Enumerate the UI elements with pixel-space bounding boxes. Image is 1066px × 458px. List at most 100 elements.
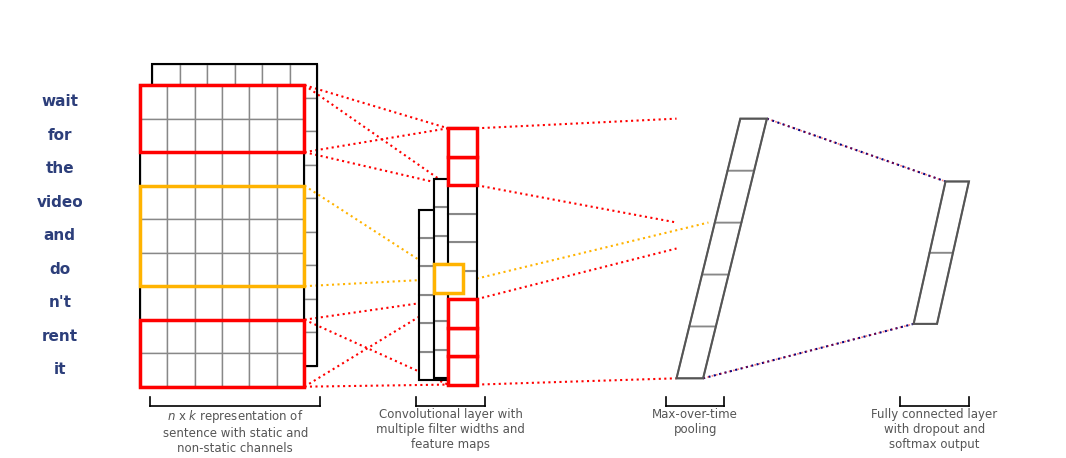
Bar xyxy=(434,207,463,236)
Bar xyxy=(194,353,222,387)
Bar xyxy=(448,128,477,157)
Bar xyxy=(419,267,448,295)
Bar xyxy=(249,85,277,119)
Bar xyxy=(448,356,477,385)
Bar xyxy=(448,128,477,157)
Bar xyxy=(194,219,222,253)
Bar xyxy=(448,299,477,327)
Bar xyxy=(249,219,277,253)
Bar xyxy=(152,98,180,131)
Bar xyxy=(249,320,277,353)
Bar xyxy=(434,179,463,378)
Bar xyxy=(222,119,249,152)
Bar xyxy=(249,152,277,185)
Bar xyxy=(167,219,194,253)
Bar xyxy=(140,320,167,353)
Bar xyxy=(152,232,180,265)
Bar xyxy=(249,253,277,286)
Bar xyxy=(277,320,305,353)
Bar xyxy=(419,209,448,238)
Text: Max-over-time
pooling: Max-over-time pooling xyxy=(652,408,738,436)
Bar xyxy=(180,64,207,98)
Bar xyxy=(207,165,235,198)
Bar xyxy=(434,236,463,264)
Bar xyxy=(419,323,448,352)
Bar xyxy=(194,85,222,119)
Bar xyxy=(222,253,249,286)
Bar xyxy=(448,157,477,185)
Text: Fully connected layer
with dropout and
softmax output: Fully connected layer with dropout and s… xyxy=(871,408,998,451)
Bar xyxy=(152,265,180,299)
Bar xyxy=(262,299,290,332)
Bar xyxy=(290,165,318,198)
Bar xyxy=(262,131,290,165)
Bar xyxy=(277,152,305,185)
Bar xyxy=(290,265,318,299)
Bar xyxy=(152,64,180,98)
Bar xyxy=(167,320,194,353)
Bar xyxy=(262,64,290,98)
Bar xyxy=(140,85,305,387)
Bar xyxy=(235,265,262,299)
Text: it: it xyxy=(53,362,66,377)
Bar xyxy=(194,152,222,185)
Bar xyxy=(277,219,305,253)
Bar xyxy=(152,165,180,198)
Bar xyxy=(152,198,180,232)
Bar xyxy=(180,299,207,332)
Bar xyxy=(222,152,249,185)
Bar xyxy=(277,119,305,152)
Bar xyxy=(235,299,262,332)
Bar xyxy=(194,320,222,353)
Bar xyxy=(152,332,180,366)
Bar xyxy=(290,131,318,165)
Text: video: video xyxy=(36,195,83,210)
Bar xyxy=(194,286,222,320)
Bar xyxy=(448,299,477,327)
Bar xyxy=(290,64,318,98)
Polygon shape xyxy=(930,181,969,253)
Bar xyxy=(277,253,305,286)
Bar xyxy=(167,85,194,119)
Bar xyxy=(180,165,207,198)
Bar xyxy=(277,286,305,320)
Bar xyxy=(235,198,262,232)
Bar xyxy=(180,332,207,366)
Bar xyxy=(207,98,235,131)
Bar xyxy=(222,286,249,320)
Bar xyxy=(152,299,180,332)
Bar xyxy=(434,264,463,293)
Text: and: and xyxy=(44,229,76,243)
Bar xyxy=(167,353,194,387)
Bar xyxy=(167,185,194,219)
Bar xyxy=(207,64,235,98)
Bar xyxy=(434,264,463,293)
Bar xyxy=(277,353,305,387)
Bar xyxy=(140,185,305,286)
Polygon shape xyxy=(677,327,716,378)
Bar xyxy=(167,152,194,185)
Bar xyxy=(140,185,167,219)
Bar xyxy=(277,185,305,219)
Bar xyxy=(235,131,262,165)
Bar xyxy=(448,242,477,271)
Bar xyxy=(249,353,277,387)
Bar xyxy=(140,219,167,253)
Bar xyxy=(180,98,207,131)
Bar xyxy=(448,214,477,242)
Bar xyxy=(207,299,235,332)
Text: for: for xyxy=(48,128,72,143)
Text: wait: wait xyxy=(42,94,79,109)
Text: n't: n't xyxy=(48,295,71,311)
Bar xyxy=(140,85,167,119)
Polygon shape xyxy=(715,170,754,223)
Bar xyxy=(152,64,318,366)
Bar xyxy=(140,353,167,387)
Bar xyxy=(419,352,448,381)
Bar xyxy=(290,198,318,232)
Bar xyxy=(419,209,448,381)
Bar xyxy=(249,185,277,219)
Text: do: do xyxy=(49,262,70,277)
Bar xyxy=(249,286,277,320)
Bar xyxy=(207,198,235,232)
